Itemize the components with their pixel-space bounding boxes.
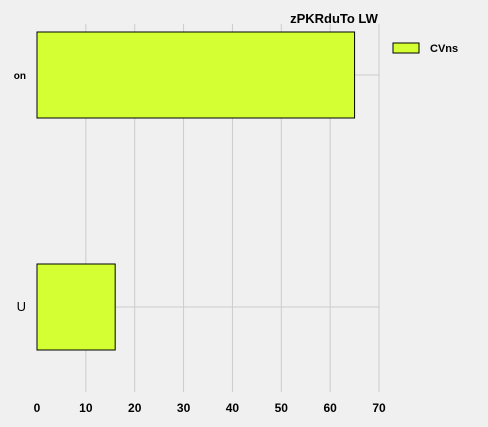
bar-on — [36, 31, 356, 119]
x-tick-labels: 0 10 20 30 40 50 60 70 — [34, 401, 386, 415]
x-tick-label: 60 — [323, 401, 337, 415]
y-tick-label: on — [14, 71, 26, 82]
x-tick-label: 0 — [34, 401, 41, 415]
chart-title: zPKRduTo LW — [290, 11, 379, 26]
bar-U — [36, 263, 116, 351]
y-tick-label: U — [17, 299, 26, 314]
legend-swatch — [392, 42, 420, 54]
x-tick-label: 40 — [226, 401, 240, 415]
legend-label: CVns — [430, 43, 458, 55]
bars — [36, 31, 356, 351]
x-tick-label: 30 — [177, 401, 191, 415]
x-tick-label: 20 — [128, 401, 142, 415]
y-tick-labels: Uon — [14, 71, 26, 314]
x-tick-label: 70 — [372, 401, 386, 415]
x-tick-label: 50 — [275, 401, 289, 415]
legend: CVns — [392, 42, 458, 55]
x-tick-label: 10 — [79, 401, 93, 415]
